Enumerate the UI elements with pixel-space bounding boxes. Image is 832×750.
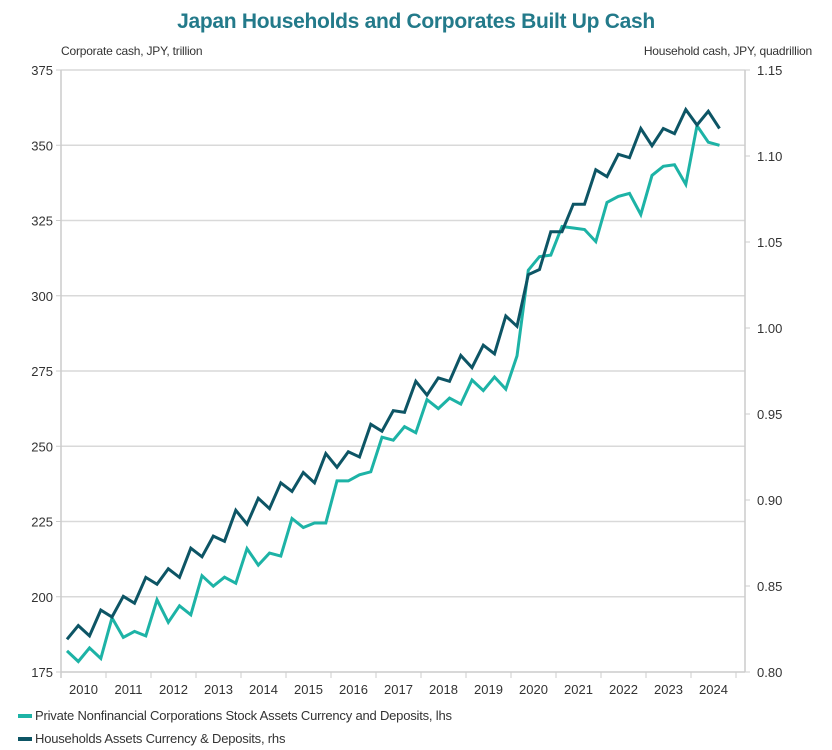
- x-tick-label: 2010: [69, 682, 98, 697]
- right-y-tick-label: 0.90: [757, 493, 782, 508]
- x-tick-label: 2021: [564, 682, 593, 697]
- left-y-tick-label: 300: [31, 289, 53, 304]
- x-tick-label: 2023: [654, 682, 683, 697]
- x-tick-label: 2018: [429, 682, 458, 697]
- right-y-tick-label: 0.95: [757, 407, 782, 422]
- left-y-tick-label: 250: [31, 439, 53, 454]
- axes: [56, 69, 750, 678]
- x-tick-label: 2012: [159, 682, 188, 697]
- legend-item-corporate: Private Nonfinancial Corporations Stock …: [18, 708, 452, 723]
- right-y-tick-label: 0.80: [757, 665, 782, 680]
- series-line-corporate-cash: [65, 121, 720, 664]
- x-tick-label: 2024: [699, 682, 728, 697]
- legend-label-corporate: Private Nonfinancial Corporations Stock …: [35, 708, 452, 723]
- legend-label-household: Households Assets Currency & Deposits, r…: [35, 731, 286, 746]
- right-y-tick-label: 1.10: [757, 149, 782, 164]
- series-line-household-cash: [65, 106, 721, 641]
- gridlines: [61, 69, 745, 598]
- left-y-tick-label: 350: [31, 138, 53, 153]
- right-y-tick-labels: 0.80 0.85 0.90 0.95 1.00 1.05 1.10 1.15: [757, 63, 782, 680]
- right-y-tick-label: 1.15: [757, 63, 782, 78]
- x-tick-label: 2015: [294, 682, 323, 697]
- x-tick-label: 2014: [249, 682, 278, 697]
- right-axis-title: Household cash, JPY, quadrillion: [643, 44, 812, 58]
- left-y-tick-label: 175: [31, 665, 53, 680]
- left-y-tick-label: 375: [31, 63, 53, 78]
- x-tick-labels: 2010 2011 2012 2013 2014 2015 2016 2017 2018 2019…: [69, 682, 728, 697]
- legend-swatch-household: [18, 736, 32, 741]
- x-tick-label: 2017: [384, 682, 413, 697]
- series-lines: [65, 106, 721, 664]
- x-tick-label: 2011: [115, 682, 143, 697]
- legend-swatch-corporate: [18, 713, 32, 718]
- right-y-tick-label: 0.85: [757, 579, 782, 594]
- x-tick-label: 2013: [204, 682, 233, 697]
- left-y-tick-label: 275: [31, 364, 53, 379]
- left-axis-title: Corporate cash, JPY, trillion: [61, 44, 203, 58]
- right-y-tick-label: 1.05: [757, 235, 782, 250]
- left-y-tick-label: 325: [31, 214, 53, 229]
- x-tick-label: 2020: [519, 682, 548, 697]
- x-tick-label: 2019: [474, 682, 503, 697]
- right-y-tick-label: 1.00: [757, 321, 782, 336]
- chart-title: Japan Households and Corporates Built Up…: [177, 10, 655, 33]
- left-y-tick-label: 225: [31, 515, 53, 530]
- legend-item-household: Households Assets Currency & Deposits, r…: [18, 731, 285, 746]
- left-y-tick-labels: 175 200 225 250 275 300 325 350 375: [31, 63, 53, 680]
- x-tick-label: 2022: [609, 682, 638, 697]
- left-y-tick-label: 200: [31, 590, 53, 605]
- x-tick-label: 2016: [339, 682, 368, 697]
